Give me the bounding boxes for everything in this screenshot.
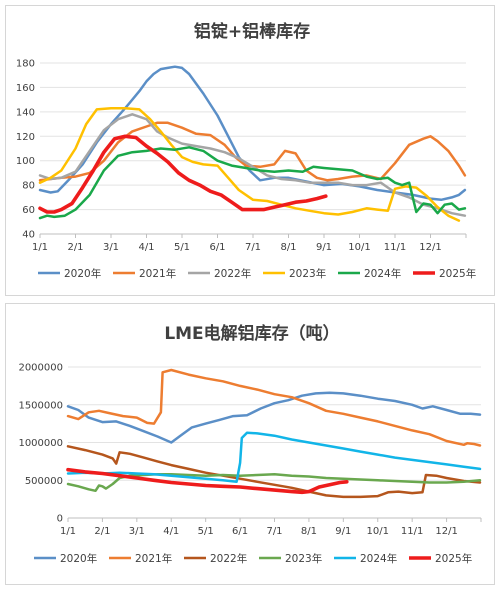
series-line-0-4: [38, 146, 467, 220]
x-tick-label-1-0: 1/1: [60, 526, 76, 537]
x-tick-label-0-4: 5/1: [174, 242, 190, 253]
y-tick-label-1-3: 1500000: [18, 400, 63, 411]
y-tick-label-0-3: 100: [16, 156, 35, 167]
series-line-0-1: [38, 121, 467, 182]
x-tick-label-0-2: 3/1: [103, 242, 119, 253]
chart-title-0: 铝锭+铝棒库存: [194, 21, 310, 42]
x-tick-label-1-6: 7/1: [266, 526, 282, 537]
legend-label-1-0: 2020年: [60, 552, 97, 565]
chart-panel-lme-aluminum-inventory: [5, 303, 495, 585]
y-tick-label-1-2: 1000000: [18, 438, 63, 449]
y-tick-label-1-0: 0: [57, 514, 63, 525]
series-line-1-1: [66, 368, 482, 447]
x-tick-label-0-0: 1/1: [32, 242, 48, 253]
y-tick-label-0-1: 60: [22, 205, 35, 216]
series-line-0-3: [38, 106, 461, 222]
x-tick-label-0-6: 7/1: [245, 242, 261, 253]
x-tick-label-1-3: 4/1: [163, 526, 179, 537]
series-line-1-3: [66, 472, 482, 493]
x-tick-label-1-10: 11/1: [401, 526, 423, 537]
series-line-0-2: [38, 113, 467, 217]
x-tick-label-0-10: 11/1: [384, 242, 406, 253]
x-tick-label-0-9: 10/1: [348, 242, 370, 253]
legend-label-1-4: 2024年: [360, 552, 397, 565]
series-line-1-2: [66, 445, 482, 499]
y-tick-label-1-4: 2000000: [18, 363, 63, 374]
y-tick-label-0-6: 160: [16, 83, 35, 94]
x-tick-label-1-11: 12/1: [435, 526, 457, 537]
x-tick-label-0-3: 4/1: [138, 242, 154, 253]
y-tick-label-0-2: 80: [22, 181, 35, 192]
y-tick-label-0-0: 40: [22, 230, 35, 241]
series-line-0-5: [38, 134, 328, 214]
y-tick-label-0-7: 180: [16, 59, 35, 70]
x-tick-label-1-4: 5/1: [198, 526, 214, 537]
chart-title-1: LME电解铝库存（吨）: [164, 323, 339, 344]
x-tick-label-1-7: 8/1: [301, 526, 317, 537]
legend-label-1-2: 2022年: [210, 552, 247, 565]
series-line-1-5: [66, 467, 349, 495]
chart-panel-aluminum-ingot-bar-inventory: [5, 5, 495, 296]
x-tick-label-1-5: 6/1: [232, 526, 248, 537]
x-tick-label-1-1: 2/1: [94, 526, 110, 537]
legend-label-1-5: 2025年: [435, 552, 472, 565]
series-line-1-4: [66, 431, 482, 484]
x-tick-label-1-9: 10/1: [367, 526, 389, 537]
y-tick-label-0-4: 120: [16, 132, 35, 143]
x-tick-label-0-1: 2/1: [67, 242, 83, 253]
x-tick-label-0-11: 12/1: [419, 242, 441, 253]
y-tick-label-0-5: 140: [16, 107, 35, 118]
legend-label-0-0: 2020年: [64, 267, 101, 280]
legend-label-0-4: 2024年: [364, 267, 401, 280]
x-tick-label-1-2: 3/1: [129, 526, 145, 537]
legend-label-0-2: 2022年: [214, 267, 251, 280]
x-tick-label-0-7: 8/1: [280, 242, 296, 253]
y-tick-label-1-1: 500000: [25, 476, 63, 487]
x-tick-label-1-8: 9/1: [335, 526, 351, 537]
series-line-0-0: [38, 65, 467, 202]
legend-label-0-1: 2021年: [139, 267, 176, 280]
legend-label-1-3: 2023年: [285, 552, 322, 565]
legend-label-0-5: 2025年: [439, 267, 476, 280]
x-tick-label-0-5: 6/1: [209, 242, 225, 253]
legend-label-0-3: 2023年: [289, 267, 326, 280]
legend-label-1-1: 2021年: [135, 552, 172, 565]
series-line-1-0: [66, 391, 482, 444]
x-tick-label-0-8: 9/1: [316, 242, 332, 253]
